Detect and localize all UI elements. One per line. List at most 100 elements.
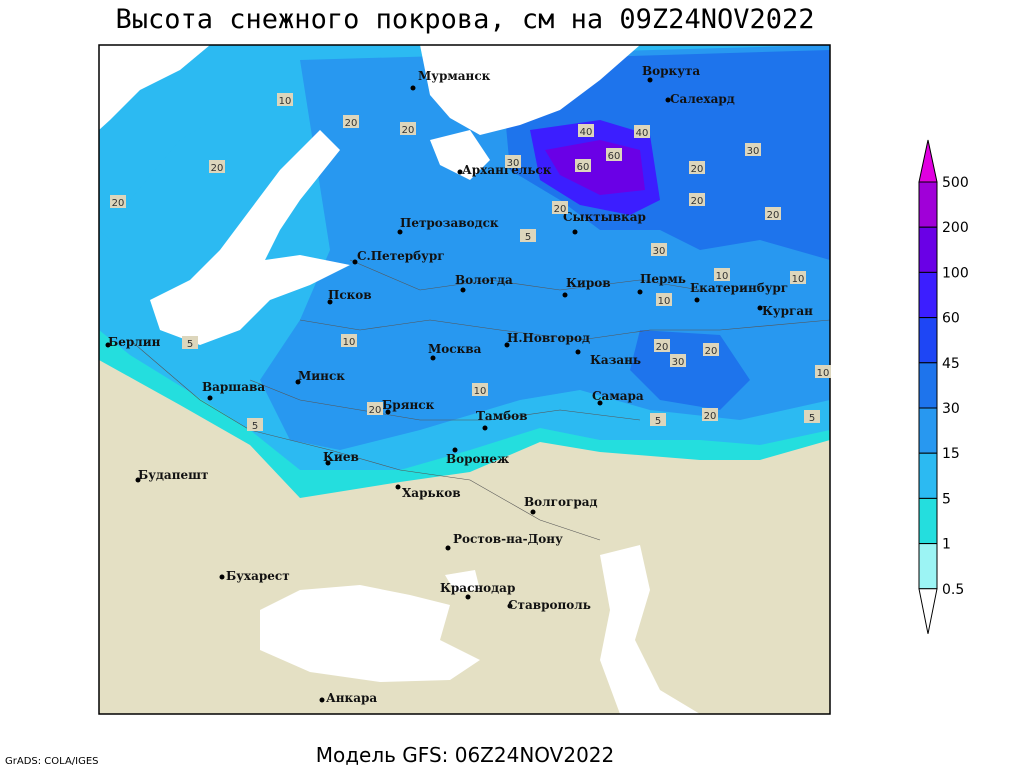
- city-dot: [482, 425, 488, 431]
- contour-label-box: [472, 383, 488, 396]
- contour-label: 10: [817, 368, 830, 379]
- map-frame: [98, 44, 831, 715]
- city-label: Н.Новгород: [507, 331, 590, 345]
- contour-label: 20: [656, 342, 669, 353]
- contour-label: 20: [767, 210, 780, 221]
- contour-label: 60: [577, 162, 590, 173]
- contour-label-box: [578, 124, 594, 137]
- contour-label-box: [367, 402, 383, 415]
- city-label: Екатеринбург: [690, 281, 788, 295]
- colorbar-label: 5: [942, 491, 951, 507]
- model-label: Модель GFS: 06Z24NOV2022: [316, 743, 615, 767]
- contour-label-box: [714, 268, 730, 281]
- contour-label: 40: [580, 127, 593, 138]
- contour-label-box: [702, 408, 718, 421]
- contour-label: 20: [691, 164, 704, 175]
- city-label: Киев: [323, 450, 359, 464]
- contour-label: 20: [211, 163, 224, 174]
- city-dot: [397, 229, 403, 235]
- city-label: Псков: [328, 288, 372, 302]
- colorbar-label: 100: [942, 265, 969, 281]
- city-dot: [647, 77, 653, 83]
- city-dot: [135, 477, 141, 483]
- contour-label-box: [815, 365, 831, 378]
- city-label: Тамбов: [476, 409, 527, 423]
- city-dot: [757, 305, 763, 311]
- contour-label-box: [520, 229, 536, 242]
- contour-label: 10: [658, 296, 671, 307]
- contour-label: 20: [402, 125, 415, 136]
- contour-label-box: [634, 125, 650, 138]
- colorbar-label: 15: [942, 446, 960, 462]
- city-dot: [395, 484, 401, 490]
- city-label: Воркута: [642, 64, 700, 78]
- contour-label-box: [277, 93, 293, 106]
- city-dot: [452, 447, 458, 453]
- city-dot: [327, 299, 333, 305]
- contour-label: 20: [369, 405, 382, 416]
- colorbar-segment: [918, 497, 938, 545]
- city-dot: [352, 259, 358, 265]
- colorbar-label: 0.5: [942, 582, 964, 598]
- city-label: Минск: [298, 369, 345, 383]
- contour-label-box: [790, 271, 806, 284]
- contour-label-box: [656, 293, 672, 306]
- contour-label: 20: [704, 411, 717, 422]
- city-dot: [430, 355, 436, 361]
- colorbar-segment: [918, 271, 938, 319]
- city-label: Воронеж: [446, 452, 509, 466]
- contour-label: 10: [716, 271, 729, 282]
- city-dot: [562, 292, 568, 298]
- white-sea: [430, 130, 490, 180]
- city-label: Варшава: [202, 380, 265, 394]
- city-label: С.Петербург: [357, 249, 445, 263]
- city-label: Петрозаводск: [400, 216, 499, 230]
- city-dot: [637, 289, 643, 295]
- contour-label: 5: [809, 413, 815, 424]
- contour-label: 20: [554, 204, 567, 215]
- contour-label: 20: [112, 198, 125, 209]
- contour-label-box: [670, 354, 686, 367]
- city-label: Салехард: [670, 92, 735, 106]
- city-dot: [460, 287, 466, 293]
- colorbar-segment: [918, 317, 938, 364]
- credit: GrADS: COLA/IGES: [5, 756, 99, 767]
- city-label: Самара: [592, 389, 644, 403]
- caspian-sea: [600, 545, 700, 714]
- city-dot: [325, 460, 331, 466]
- contour-label-box: [552, 201, 568, 214]
- contour-label-box: [343, 115, 359, 128]
- city-dot: [597, 400, 603, 406]
- city-dot: [507, 603, 513, 609]
- colorbar-label: 200: [942, 220, 969, 236]
- contour-label-box: [110, 195, 126, 208]
- contour-label: 10: [474, 386, 487, 397]
- contour-label: 10: [792, 274, 805, 285]
- norwegian-sea: [99, 45, 210, 130]
- contour-label: 10: [279, 96, 292, 107]
- city-dot: [207, 395, 213, 401]
- contour-label: 40: [636, 128, 649, 139]
- map: [99, 45, 830, 714]
- city-dot: [665, 97, 671, 103]
- contour-label-box: [606, 148, 622, 161]
- colorbar-label: 60: [942, 311, 960, 327]
- colorbar-segment: [918, 362, 938, 409]
- contour-label-box: [209, 160, 225, 173]
- city-label: Архангельск: [462, 163, 552, 177]
- contour-label: 20: [705, 346, 718, 357]
- city-label: Курган: [762, 304, 813, 318]
- contour-label: 5: [187, 339, 193, 350]
- contour-label: 5: [252, 421, 258, 432]
- contour-label-box: [703, 343, 719, 356]
- colorbar-top: [918, 139, 938, 183]
- snow-30: [500, 50, 830, 260]
- title: Высота снежного покрова, см на 09Z24NOV2…: [116, 4, 815, 35]
- colorbar-label: 500: [942, 175, 969, 191]
- contour-label: 30: [507, 158, 520, 169]
- colorbar-segment: [918, 181, 938, 228]
- city-dot: [465, 594, 471, 600]
- colorbar-label: 45: [942, 356, 960, 372]
- city-dot: [295, 379, 301, 385]
- city-label: Берлин: [108, 335, 161, 349]
